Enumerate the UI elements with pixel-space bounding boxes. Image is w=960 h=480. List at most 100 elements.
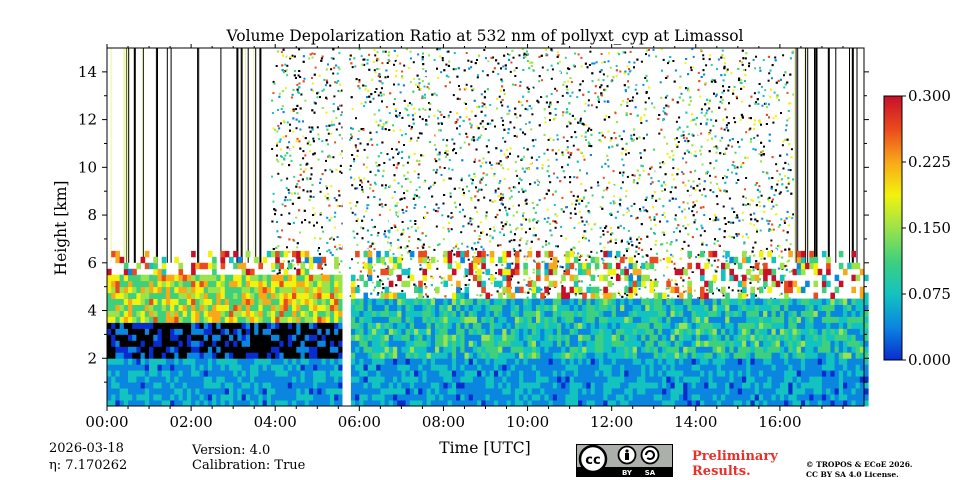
noise-pixel	[729, 221, 732, 224]
noise-pixel	[294, 206, 297, 208]
noise-pixel	[500, 101, 503, 104]
noise-pixel	[338, 271, 341, 274]
noise-pixel	[312, 196, 315, 198]
noise-pixel	[368, 53, 370, 56]
noise-pixel	[578, 292, 581, 295]
noise-pixel	[645, 91, 648, 93]
noise-pixel	[510, 189, 513, 192]
noise-pixel	[330, 132, 333, 135]
noise-pixel	[393, 179, 396, 182]
noise-pixel	[554, 213, 557, 216]
noise-pixel	[349, 202, 352, 204]
noise-pixel	[778, 173, 781, 176]
noise-pixel	[497, 62, 500, 65]
noise-pixel	[439, 166, 442, 169]
noise-pixel	[634, 176, 637, 179]
noise-pixel	[578, 221, 581, 224]
noise-pixel	[787, 163, 790, 166]
noise-pixel	[297, 192, 300, 195]
noise-pixel	[292, 221, 295, 224]
noise-pixel	[499, 231, 502, 234]
noise-pixel	[302, 189, 305, 192]
noise-pixel	[284, 87, 287, 89]
noise-pixel	[367, 240, 370, 243]
noise-pixel	[438, 69, 441, 72]
noise-pixel	[514, 161, 517, 164]
noise-pixel	[298, 82, 301, 85]
noise-pixel	[574, 207, 576, 210]
noise-pixel	[530, 65, 533, 67]
noise-pixel	[363, 58, 366, 61]
noise-pixel	[522, 95, 525, 98]
noise-pixel	[620, 187, 623, 190]
noise-pixel	[558, 71, 561, 74]
noise-pixel	[432, 169, 435, 172]
noise-pixel	[516, 217, 518, 220]
noise-pixel	[771, 77, 773, 80]
noise-pixel	[698, 256, 701, 259]
noise-pixel	[726, 68, 729, 71]
noise-pixel	[624, 266, 627, 269]
noise-pixel	[280, 97, 283, 100]
noise-pixel	[528, 269, 531, 272]
noise-pixel	[770, 207, 773, 210]
noise-pixel	[497, 244, 500, 247]
noise-pixel	[507, 132, 510, 134]
noise-pixel	[662, 274, 665, 277]
noise-pixel	[692, 282, 695, 285]
noise-pixel	[659, 166, 662, 169]
noise-pixel	[401, 157, 404, 160]
noise-pixel	[304, 154, 307, 157]
noise-pixel	[322, 88, 325, 91]
noise-pixel	[478, 188, 480, 191]
noise-pixel	[326, 81, 329, 84]
noise-pixel	[521, 48, 524, 51]
noise-pixel	[580, 216, 583, 219]
noise-pixel	[745, 131, 748, 134]
noise-pixel	[700, 132, 703, 135]
noise-pixel	[448, 60, 451, 63]
noise-pixel	[397, 215, 399, 218]
noise-pixel	[503, 153, 506, 156]
noise-pixel	[356, 232, 359, 235]
noise-pixel	[350, 96, 353, 99]
noise-pixel	[548, 287, 551, 290]
noise-pixel	[631, 99, 634, 102]
noise-pixel	[549, 137, 552, 140]
noise-pixel	[660, 184, 663, 187]
noise-pixel	[302, 80, 305, 83]
noise-pixel	[295, 108, 298, 110]
noise-pixel	[765, 102, 767, 105]
noise-pixel	[383, 162, 386, 164]
noise-pixel	[771, 177, 774, 179]
noise-pixel	[414, 262, 417, 265]
noise-pixel	[395, 166, 398, 169]
noise-pixel	[489, 199, 492, 202]
noise-pixel	[565, 149, 568, 151]
noise-pixel	[338, 263, 340, 266]
noise-pixel	[550, 258, 553, 261]
noise-pixel	[312, 153, 315, 156]
noise-pixel	[546, 293, 549, 296]
noise-pixel	[291, 260, 294, 263]
noise-pixel	[502, 167, 505, 170]
noise-pixel	[277, 172, 280, 175]
noise-pixel	[417, 173, 420, 176]
noise-pixel	[467, 222, 470, 225]
noise-pixel	[672, 167, 675, 170]
noise-pixel	[333, 197, 336, 200]
noise-pixel	[650, 177, 653, 180]
noise-pixel	[355, 204, 357, 207]
noise-pixel	[744, 80, 746, 82]
noise-pixel	[460, 179, 463, 182]
noise-pixel	[415, 189, 418, 191]
noise-pixel	[501, 264, 504, 267]
noise-pixel	[716, 68, 718, 71]
noise-pixel	[530, 156, 533, 159]
noise-pixel	[691, 48, 694, 51]
noise-pixel	[397, 246, 400, 249]
noise-pixel	[476, 105, 479, 108]
noise-pixel	[637, 177, 640, 180]
noise-pixel	[507, 89, 510, 92]
noise-pixel	[452, 149, 454, 152]
